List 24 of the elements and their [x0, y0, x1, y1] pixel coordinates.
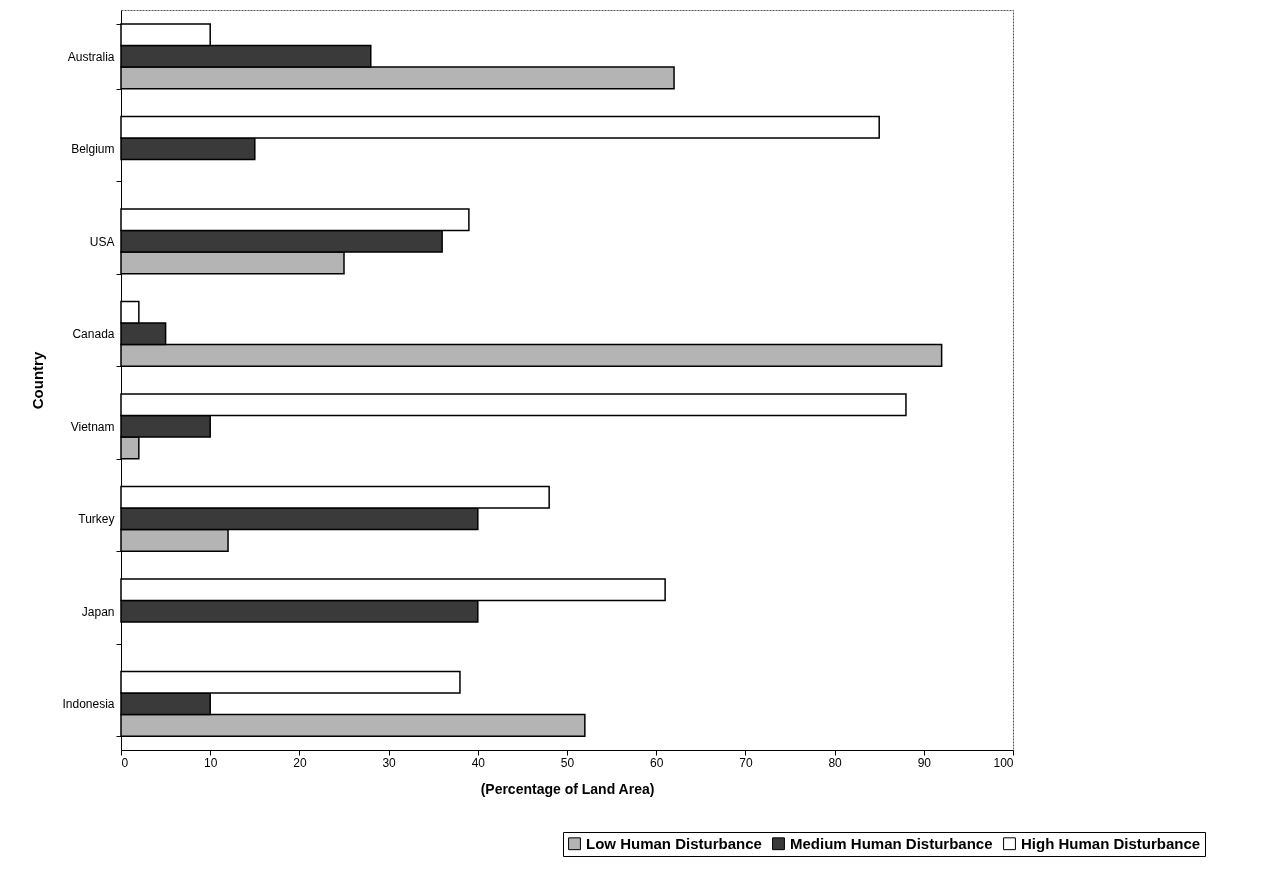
x-tick-label: 70 [739, 755, 753, 770]
x-axis-title: (Percentage of Land Area) [480, 780, 655, 797]
y-tick-label: Turkey [78, 512, 115, 527]
x-tick-label: 60 [650, 755, 664, 770]
y-tick-label: Vietnam [70, 419, 115, 434]
y-tick-label: Belgium [71, 142, 115, 157]
legend-label: Medium Human Disturbance [790, 834, 993, 852]
x-tick-label: 30 [382, 755, 397, 770]
x-tick-label: 20 [293, 755, 307, 770]
y-axis-title: Country [29, 351, 47, 410]
y-tick-label: Indonesia [62, 697, 115, 712]
x-tick-label: 50 [560, 755, 575, 770]
y-tick-label: USA [89, 234, 115, 249]
legend-label: Low Human Disturbance [586, 834, 762, 852]
y-tick-label: Canada [72, 327, 115, 342]
y-tick-label: Japan [81, 604, 115, 619]
x-tick-label: 80 [828, 755, 843, 770]
x-tick-label: 0 [121, 755, 129, 770]
x-tick-label: 40 [471, 755, 486, 770]
legend-label: High Human Disturbance [1021, 834, 1201, 852]
y-tick-label: Australia [67, 49, 115, 64]
x-tick-label: 90 [917, 755, 932, 770]
x-tick-label: 100 [993, 755, 1014, 770]
x-tick-label: 10 [204, 755, 218, 770]
